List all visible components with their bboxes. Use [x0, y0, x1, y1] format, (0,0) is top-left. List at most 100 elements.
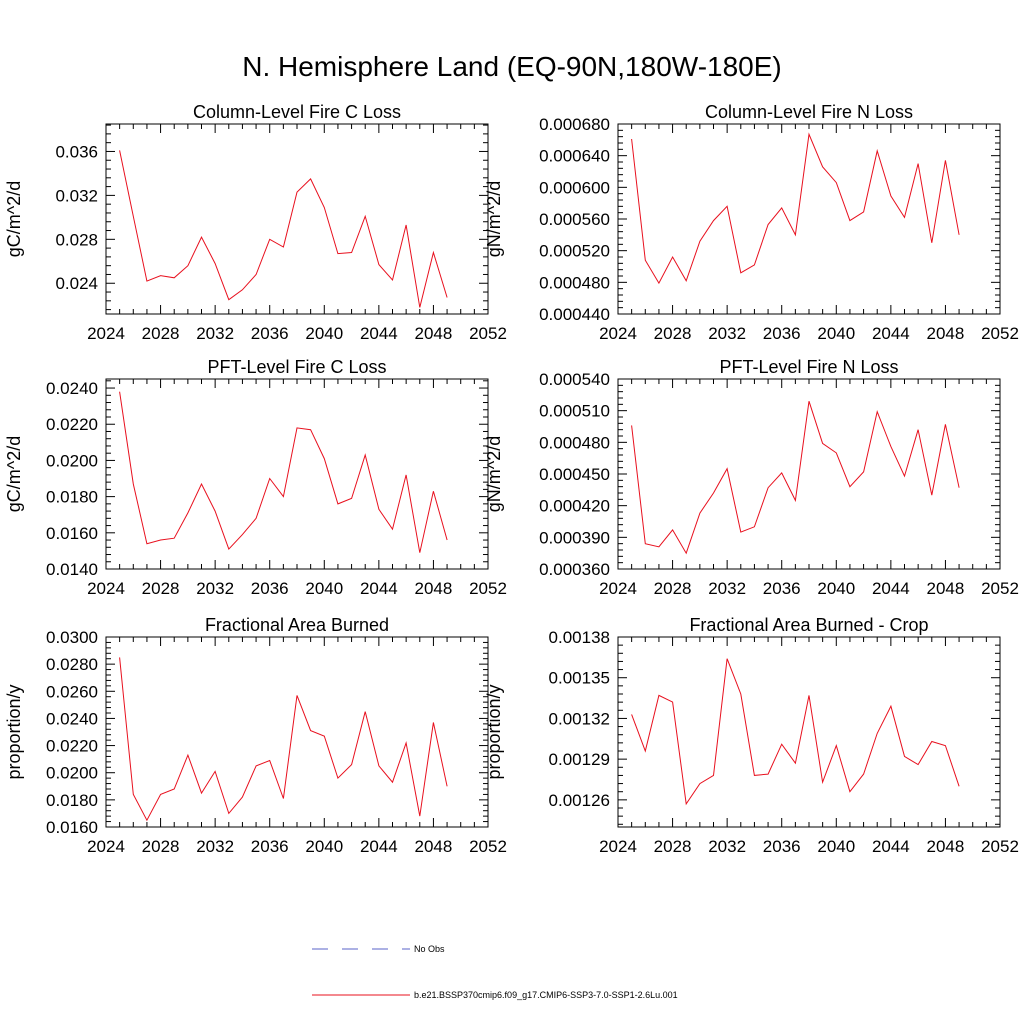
y-tick-label: 0.0180 [46, 488, 98, 507]
x-tick-label: 2024 [87, 579, 125, 598]
y-axis-label: gN/m^2/d [484, 436, 504, 512]
x-tick-label: 2036 [251, 837, 289, 856]
x-tick-label: 2028 [654, 324, 692, 343]
y-tick-label: 0.0200 [46, 451, 98, 470]
y-tick-label: 0.032 [55, 186, 98, 205]
x-tick-label: 2052 [469, 324, 507, 343]
y-tick-label: 0.000680 [539, 115, 610, 134]
panel-title: Fractional Area Burned [205, 615, 389, 635]
y-tick-label: 0.000480 [539, 273, 610, 292]
y-tick-label: 0.000560 [539, 210, 610, 229]
panel-title: PFT-Level Fire N Loss [719, 357, 898, 377]
x-tick-label: 2048 [927, 837, 965, 856]
plot-frame [617, 636, 1001, 828]
series-line [631, 132, 960, 285]
x-tick-label: 2040 [305, 579, 343, 598]
panel-title: Column-Level Fire C Loss [193, 102, 401, 122]
y-tick-label: 0.000600 [539, 178, 610, 197]
x-tick-label: 2032 [196, 579, 234, 598]
panel-column-fire-n-loss: Column-Level Fire N Loss gN/m^2/d 2024 2028… [484, 102, 1019, 343]
panel-fractional-area-burned-crop: Fractional Area Burned - Crop proportion/… [484, 615, 1019, 856]
x-tick-label: 2044 [360, 579, 398, 598]
x-tick-label: 2048 [415, 837, 453, 856]
x-tick-label: 2036 [251, 579, 289, 598]
y-tick-label: 0.024 [55, 274, 98, 293]
y-tick-label: 0.000450 [539, 465, 610, 484]
x-tick-label: 2028 [142, 324, 180, 343]
y-tick-label: 0.00138 [549, 628, 610, 647]
panel-title: Fractional Area Burned - Crop [689, 615, 928, 635]
y-tick-label: 0.000440 [539, 305, 610, 324]
x-tick-label: 2044 [360, 324, 398, 343]
y-tick-label: 0.0180 [46, 791, 98, 810]
panel-pft-fire-n-loss: PFT-Level Fire N Loss gN/m^2/d 2024 2028 203… [484, 357, 1019, 598]
y-tick-label: 0.0200 [46, 764, 98, 783]
x-tick-label: 2048 [415, 579, 453, 598]
y-axis-label: proportion/y [4, 684, 24, 779]
x-tick-label: 2036 [763, 579, 801, 598]
y-tick-label: 0.0240 [46, 379, 98, 398]
y-tick-label: 0.00129 [549, 750, 610, 769]
series-line [119, 391, 448, 553]
y-tick-label: 0.0220 [46, 737, 98, 756]
panel-fractional-area-burned: Fractional Area Burned proportion/y 2024 20… [4, 615, 507, 856]
y-tick-label: 0.0240 [46, 709, 98, 728]
y-tick-label: 0.0260 [46, 682, 98, 701]
x-tick-label: 2052 [981, 324, 1019, 343]
y-axis-label: gC/m^2/d [4, 436, 24, 512]
y-tick-label: 0.028 [55, 230, 98, 249]
x-tick-label: 2040 [817, 837, 855, 856]
y-tick-label: 0.000640 [539, 147, 610, 166]
x-tick-label: 2044 [360, 837, 398, 856]
y-tick-label: 0.000520 [539, 242, 610, 261]
series-line [119, 657, 448, 822]
y-tick-label: 0.000480 [539, 433, 610, 452]
x-tick-label: 2044 [872, 324, 910, 343]
x-tick-label: 2052 [469, 579, 507, 598]
x-tick-label: 2036 [763, 837, 801, 856]
y-tick-label: 0.00126 [549, 791, 610, 810]
panel-title: Column-Level Fire N Loss [705, 102, 913, 122]
plot-frame [105, 636, 489, 828]
x-tick-label: 2028 [142, 837, 180, 856]
plot-frame [617, 123, 1001, 315]
x-tick-label: 2052 [981, 837, 1019, 856]
y-tick-label: 0.000420 [539, 497, 610, 516]
x-tick-label: 2024 [87, 324, 125, 343]
y-tick-label: 0.0280 [46, 655, 98, 674]
y-tick-label: 0.0300 [46, 628, 98, 647]
panel-column-fire-c-loss: Column-Level Fire C Loss gC/m^2/d 2024 2028… [4, 102, 507, 343]
y-tick-label: 0.000540 [539, 370, 610, 389]
y-tick-label: 0.0220 [46, 415, 98, 434]
x-tick-label: 2036 [251, 324, 289, 343]
figure-title: N. Hemisphere Land (EQ-90N,180W-180E) [242, 51, 782, 82]
plot-frame [105, 378, 489, 570]
series-line [631, 658, 960, 806]
plot-frame [105, 123, 489, 315]
x-tick-label: 2040 [305, 837, 343, 856]
y-tick-label: 0.000510 [539, 402, 610, 421]
x-tick-label: 2048 [927, 579, 965, 598]
panel-title: PFT-Level Fire C Loss [207, 357, 386, 377]
legend-label-model-run: b.e21.BSSP370cmip6.f09_g17.CMIP6-SSP3-7.… [414, 990, 678, 1000]
x-tick-label: 2028 [654, 579, 692, 598]
x-tick-label: 2032 [708, 324, 746, 343]
y-tick-label: 0.000360 [539, 560, 610, 579]
x-tick-label: 2044 [872, 579, 910, 598]
y-tick-label: 0.00135 [549, 669, 610, 688]
plot-frame [617, 378, 1001, 570]
x-tick-label: 2024 [599, 324, 637, 343]
x-tick-label: 2028 [142, 579, 180, 598]
x-tick-label: 2040 [817, 579, 855, 598]
y-axis-label: gC/m^2/d [4, 181, 24, 257]
x-tick-label: 2028 [654, 837, 692, 856]
y-tick-label: 0.0160 [46, 524, 98, 543]
y-tick-label: 0.036 [55, 142, 98, 161]
y-axis-label: gN/m^2/d [484, 181, 504, 257]
x-tick-label: 2032 [196, 324, 234, 343]
x-tick-label: 2024 [87, 837, 125, 856]
panel-pft-fire-c-loss: PFT-Level Fire C Loss gC/m^2/d 2024 2028 203… [4, 357, 507, 598]
y-tick-label: 0.000390 [539, 528, 610, 547]
series-line [119, 150, 448, 308]
